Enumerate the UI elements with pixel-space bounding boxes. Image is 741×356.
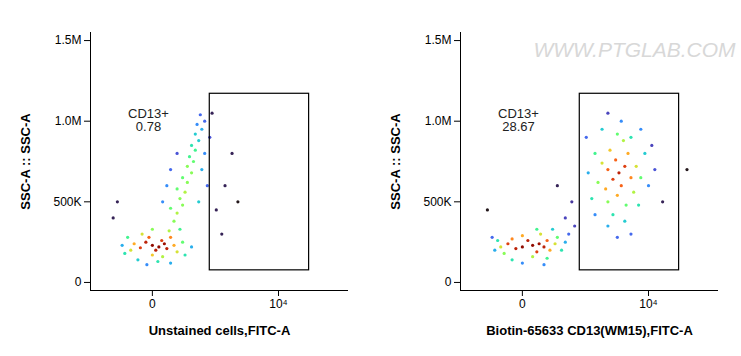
svg-text:500K: 500K xyxy=(53,195,81,209)
svg-text:1.0M: 1.0M xyxy=(425,114,452,128)
svg-text:0: 0 xyxy=(519,297,526,311)
svg-text:0: 0 xyxy=(149,297,156,311)
svg-text:1.5M: 1.5M xyxy=(55,33,82,47)
svg-text:Unstained cells,FITC-A: Unstained cells,FITC-A xyxy=(149,323,291,338)
svg-text:10⁴: 10⁴ xyxy=(269,297,288,311)
svg-text:WWW.PTGLAB.COM: WWW.PTGLAB.COM xyxy=(533,38,736,61)
svg-text:SSC-A :: SSC-A: SSC-A :: SSC-A xyxy=(18,113,33,210)
svg-text:0: 0 xyxy=(75,275,82,289)
svg-text:SSC-A :: SSC-A: SSC-A :: SSC-A xyxy=(388,113,403,210)
svg-text:1.0M: 1.0M xyxy=(55,114,82,128)
svg-text:500K: 500K xyxy=(423,195,451,209)
svg-text:1.5M: 1.5M xyxy=(425,33,452,47)
svg-text:0: 0 xyxy=(445,275,452,289)
svg-text:CD13+28.67: CD13+28.67 xyxy=(498,106,539,134)
svg-text:10⁴: 10⁴ xyxy=(639,297,658,311)
svg-text:Biotin-65633 CD13(WM15),FITC-A: Biotin-65633 CD13(WM15),FITC-A xyxy=(486,323,693,338)
svg-text:CD13+0.78: CD13+0.78 xyxy=(128,106,169,134)
